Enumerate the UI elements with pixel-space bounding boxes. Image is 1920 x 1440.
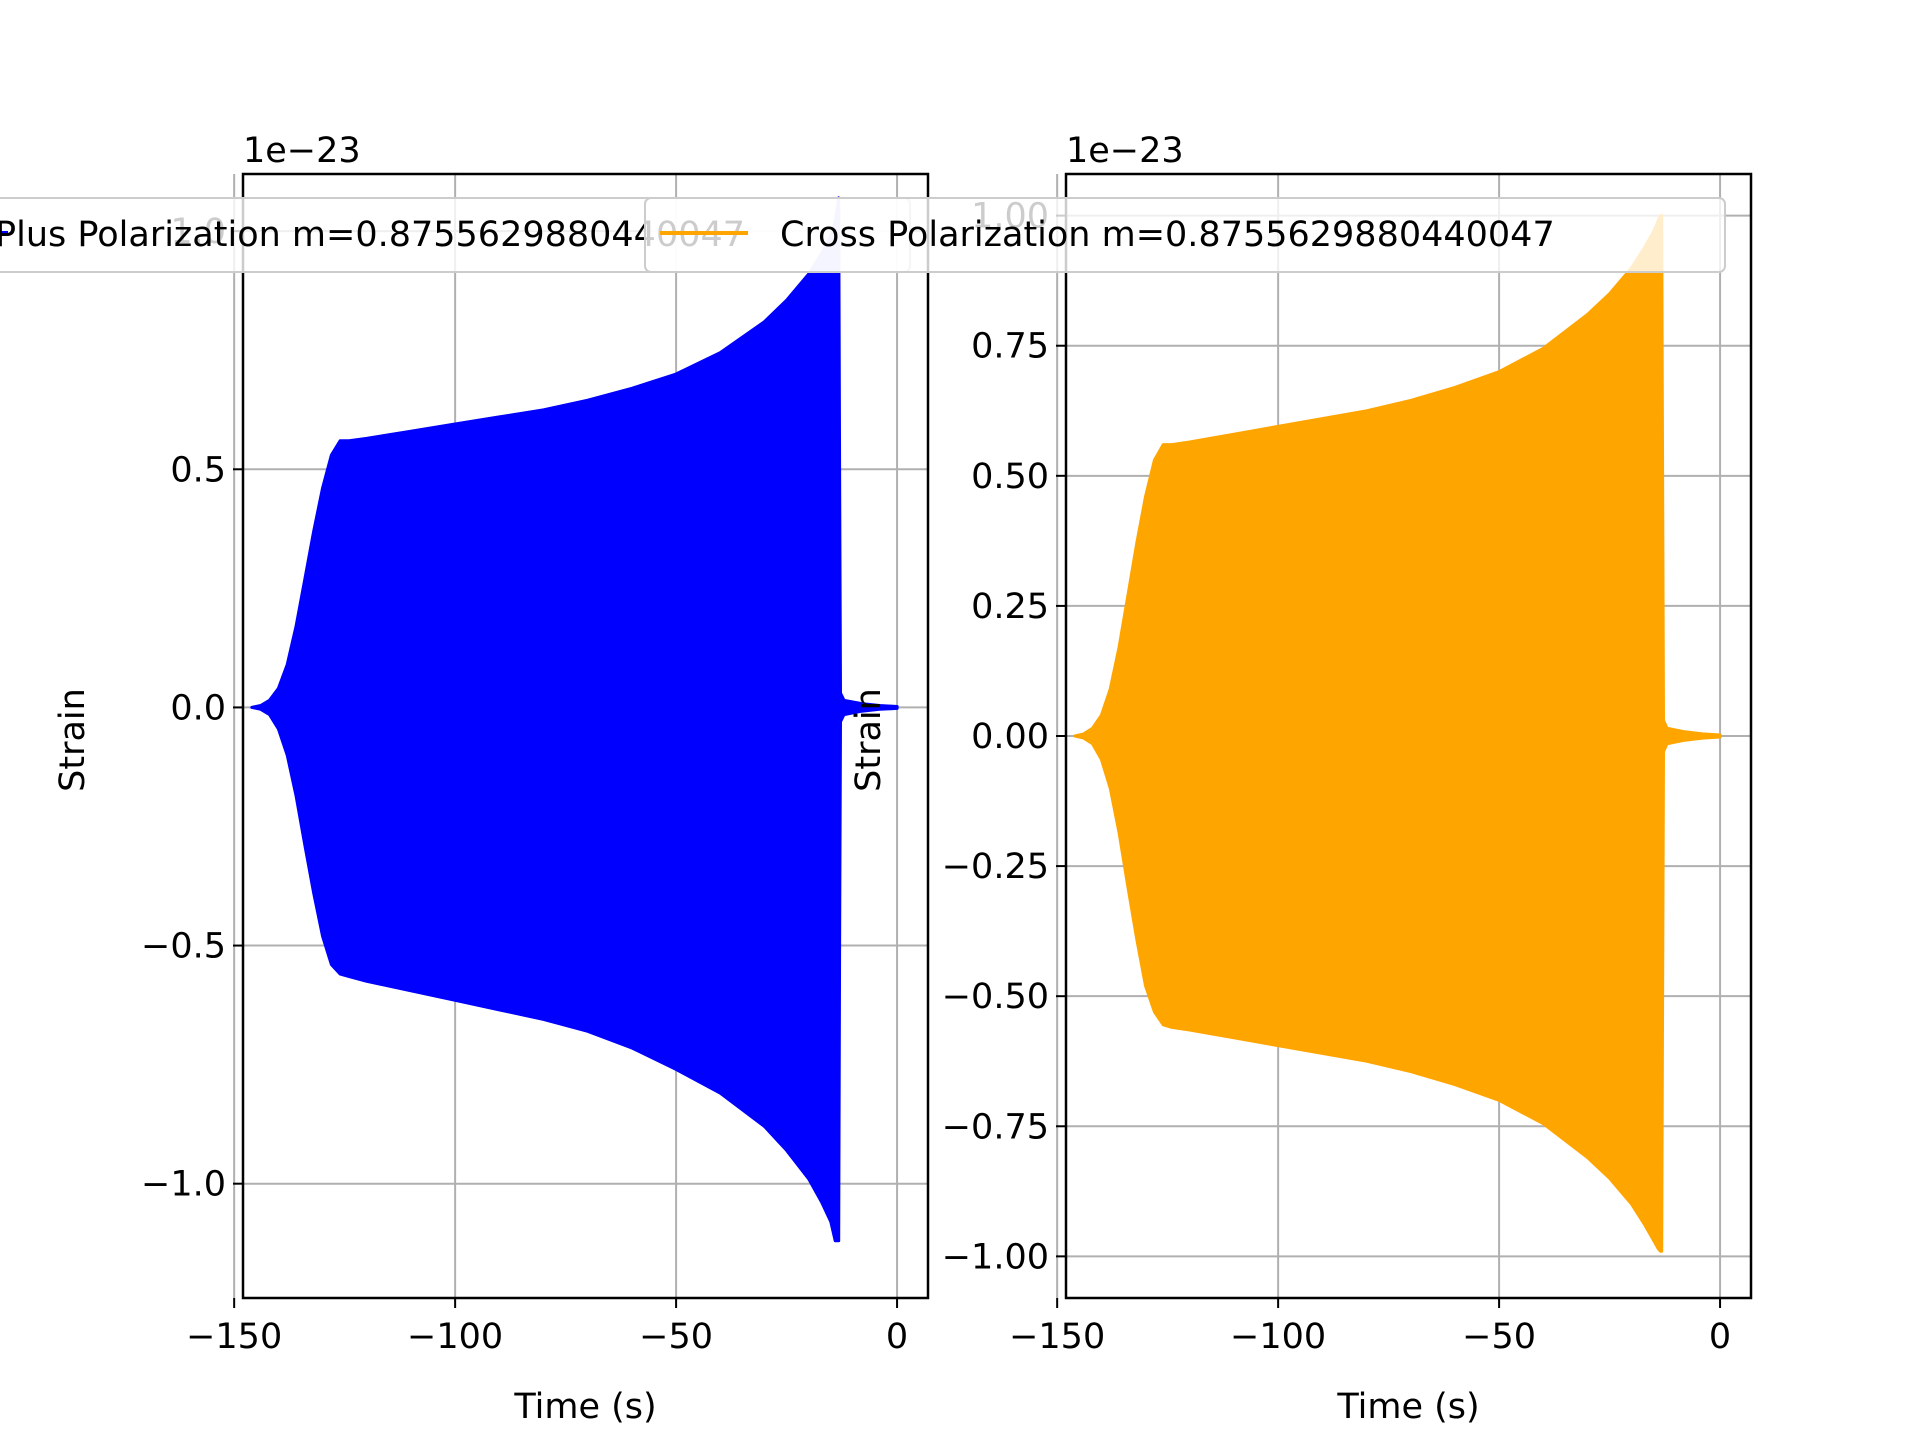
y-offset-text: 1e−23 xyxy=(243,131,361,171)
x-tick-label: −50 xyxy=(1462,1317,1536,1357)
x-tick-label: −100 xyxy=(407,1317,503,1357)
y-tick-label: −0.25 xyxy=(942,847,1049,887)
y-offset-text: 1e−23 xyxy=(1066,131,1184,171)
y-tick-label: −0.75 xyxy=(942,1107,1049,1147)
axes-frame xyxy=(241,172,930,1300)
y-tick-label: −0.50 xyxy=(942,977,1049,1017)
legend-cross: Cross Polarization m=0.8755629880440047 xyxy=(644,197,1726,273)
y-tick-label: −1.0 xyxy=(141,1165,226,1205)
x-axis-label: Time (s) xyxy=(1336,1387,1479,1427)
legend-label-plus: Plus Polarization m=0.8755629880440047 xyxy=(0,215,745,255)
y-tick-label: −1.00 xyxy=(942,1237,1049,1277)
y-tick-label: 0.25 xyxy=(971,587,1049,627)
cross-strain-waveform xyxy=(1073,214,1722,1253)
x-tick-label: −150 xyxy=(186,1317,282,1357)
x-axis-ticks: −150 −100 −50 0 xyxy=(1009,1298,1731,1357)
plus-polarization-subplot: −150−100−500 −1.0−0.50.00.51.0 Time (s) … xyxy=(53,131,930,1427)
legend-label-cross: Cross Polarization m=0.8755629880440047 xyxy=(780,215,1555,255)
x-tick-label: −100 xyxy=(1230,1317,1326,1357)
cross-polarization-subplot: −150 −100 −50 0 −1.00 −0.75 −0.50 −0.25 0.00 0.2… xyxy=(849,131,1753,1427)
x-tick-label: 0 xyxy=(1709,1317,1731,1357)
y-tick-label: −0.5 xyxy=(141,927,226,967)
x-axis-label: Time (s) xyxy=(513,1387,656,1427)
y-tick-label: 0.0 xyxy=(170,688,226,728)
legend-box xyxy=(644,197,1726,273)
x-axis-ticks: −150 −100 −50 0 xyxy=(186,1298,908,1357)
y-tick-label: 0.5 xyxy=(170,450,226,490)
y-tick-label: 0.75 xyxy=(971,327,1049,367)
y-axis-ticks: −1.00−0.75−0.50−0.250.000.250.500.751.00 xyxy=(942,197,1066,1277)
y-axis-label: Strain xyxy=(53,688,93,792)
plus-strain-waveform xyxy=(250,196,899,1243)
x-tick-label: 0 xyxy=(886,1317,908,1357)
y-axis-label: Strain xyxy=(849,688,889,792)
y-axis-ticks: −1.0−0.50.00.51.0 xyxy=(141,212,243,1205)
y-tick-label: 0.50 xyxy=(971,457,1049,497)
x-tick-label: −50 xyxy=(639,1317,713,1357)
x-tick-label: −150 xyxy=(1009,1317,1105,1357)
y-tick-label: 0.00 xyxy=(971,717,1049,757)
